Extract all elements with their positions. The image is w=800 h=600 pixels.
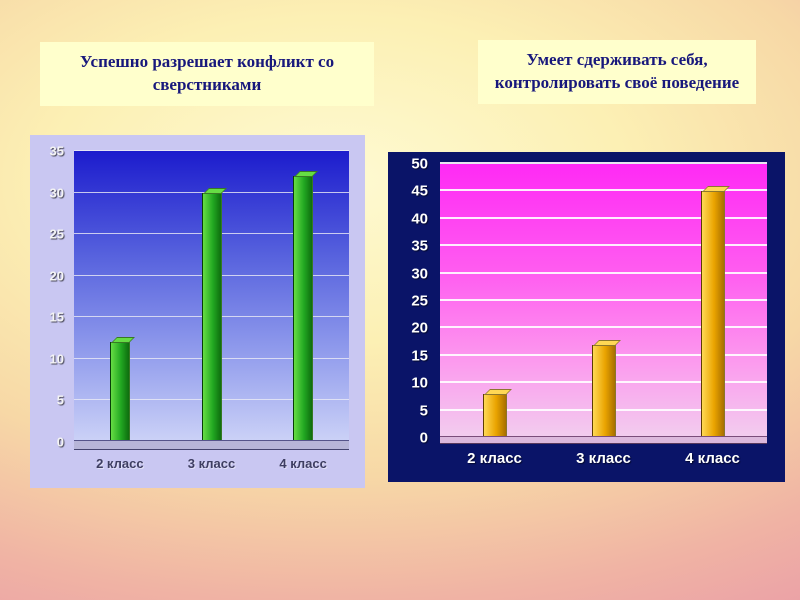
- x-axis-category-label: 3 класс: [187, 456, 236, 471]
- bar-2-класс: [109, 337, 135, 442]
- right-chart-panel: 0 5 10 15 20 25 30 35 40 45 50 2 класс 3 класс 4 кла…: [388, 152, 785, 482]
- bar-top-face: [701, 186, 730, 193]
- left-chart-title: Успешно разрешает конфликт со сверстника…: [40, 42, 374, 106]
- bar-top-face: [202, 187, 227, 194]
- y-axis-tick-label: 0: [56, 434, 64, 450]
- y-axis-tick-label: 10: [49, 351, 64, 367]
- left-chart-plot-area: [74, 150, 349, 442]
- bar-top-face: [592, 339, 621, 346]
- y-axis-tick-label: 50: [411, 155, 428, 173]
- y-axis-tick-label: 25: [49, 226, 64, 242]
- left-chart-axis-floor: [74, 440, 349, 450]
- bar-top-face: [110, 337, 135, 344]
- y-axis-tick-label: 35: [49, 143, 64, 159]
- y-axis-tick-label: 5: [419, 402, 428, 420]
- bar-2-класс: [482, 389, 512, 438]
- x-axis-category-label: 4 класс: [279, 456, 327, 471]
- gridline: [440, 299, 767, 301]
- gridline: [440, 216, 767, 219]
- y-axis-tick-label: 5: [56, 392, 64, 408]
- right-chart-plot-area: [440, 162, 767, 438]
- gridline: [440, 326, 767, 329]
- bar-3-класс: [201, 187, 227, 442]
- right-chart-axis-floor: [440, 436, 767, 444]
- y-axis-tick-label: 25: [411, 292, 428, 310]
- bar-3-класс: [591, 339, 621, 438]
- y-axis-tick-label: 15: [411, 347, 428, 365]
- gridline: [74, 150, 349, 151]
- left-chart-y-axis: 0 5 10 15 20 25 30 35: [30, 144, 70, 450]
- y-axis-tick-label: 40: [411, 210, 428, 228]
- gridline: [440, 244, 767, 247]
- left-chart-panel: 0 5 10 15 20 25 30 35 2 класс 3 класс 4 класс: [30, 135, 365, 488]
- gridline: [440, 189, 767, 192]
- x-axis-category-label: 3 класс: [576, 450, 631, 467]
- y-axis-tick-label: 30: [49, 185, 64, 201]
- y-axis-tick-label: 15: [49, 309, 64, 325]
- y-axis-tick-label: 20: [49, 268, 64, 284]
- y-axis-tick-label: 45: [411, 182, 428, 200]
- bar-4-класс: [700, 186, 730, 438]
- bar-top-face: [483, 389, 512, 396]
- x-axis-category-label: 2 класс: [96, 456, 144, 471]
- gridline: [440, 162, 767, 164]
- left-chart-x-axis: 2 класс 3 класс 4 класс: [74, 448, 349, 482]
- y-axis-tick-label: 10: [411, 374, 428, 392]
- y-axis-tick-label: 20: [411, 319, 428, 337]
- y-axis-tick-label: 35: [411, 237, 428, 255]
- y-axis-tick-label: 30: [411, 265, 428, 283]
- right-chart-title: Умеет сдерживать себя, контролировать св…: [478, 40, 756, 104]
- right-chart-y-axis: 0 5 10 15 20 25 30 35 40 45 50: [388, 156, 434, 447]
- bar-4-класс: [293, 170, 319, 442]
- y-axis-tick-label: 0: [419, 429, 428, 447]
- x-axis-category-label: 4 класс: [685, 450, 740, 467]
- gridline: [440, 271, 767, 274]
- right-chart-x-axis: 2 класс 3 класс 4 класс: [440, 442, 767, 476]
- x-axis-category-label: 2 класс: [467, 450, 522, 467]
- bar-top-face: [294, 170, 319, 177]
